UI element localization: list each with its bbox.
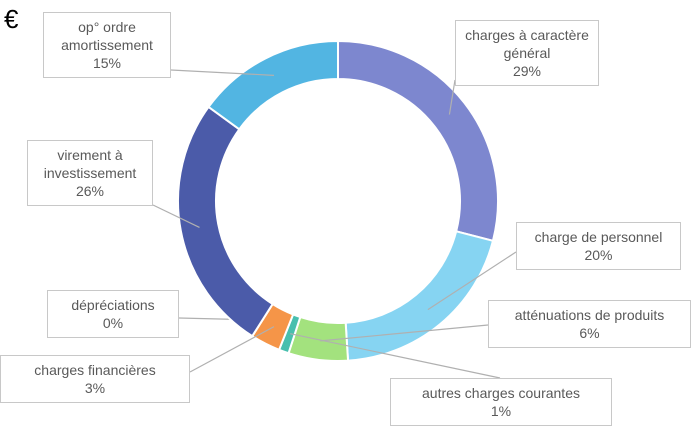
data-label: autres charges courantes 1% [390, 378, 612, 426]
donut-slice [344, 230, 495, 362]
leader-line [189, 326, 275, 373]
label-value: 29% [512, 63, 542, 79]
data-label: charge de personnel 20% [516, 222, 681, 270]
label-name: atténuations de produits [514, 307, 665, 323]
label-name: charge de personnel [534, 229, 663, 245]
leader-line [448, 79, 456, 115]
label-value: 15% [92, 55, 122, 71]
donut-slice [177, 105, 275, 338]
label-name: autres charges courantes [422, 385, 580, 401]
label-name: dépréciations [71, 297, 155, 313]
label-name: charges financières [34, 362, 156, 378]
label-value: 3% [84, 380, 106, 396]
donut-slice [207, 39, 339, 131]
data-label: dépréciations 0% [47, 290, 179, 338]
label-value: 20% [584, 247, 613, 263]
data-label: atténuations de produits 6% [488, 300, 691, 348]
leader-line [427, 251, 517, 311]
leader-line [320, 324, 489, 342]
data-label: charges financières 3% [0, 355, 190, 403]
leader-line [152, 204, 200, 228]
label-value: 6% [579, 325, 600, 341]
label-name: virement à investissement [43, 147, 137, 181]
data-label: charges à caractère général 29% [455, 20, 599, 86]
label-value: 26% [75, 183, 105, 199]
label-name: op° ordre amortissement [61, 19, 153, 53]
data-label: virement à investissement 26% [27, 140, 153, 206]
label-value: 1% [490, 403, 512, 419]
label-value: 0% [102, 315, 124, 331]
leader-line [290, 333, 501, 379]
label-name: charges à caractère général [465, 27, 589, 61]
chart-title: € [4, 4, 19, 34]
data-label: op° ordre amortissement 15% [43, 12, 171, 78]
leader-line [170, 69, 275, 76]
